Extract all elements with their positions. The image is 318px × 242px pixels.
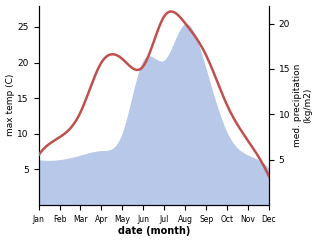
Y-axis label: max temp (C): max temp (C) — [5, 74, 15, 136]
Y-axis label: med. precipitation
(kg/m2): med. precipitation (kg/m2) — [293, 64, 313, 147]
X-axis label: date (month): date (month) — [118, 227, 190, 236]
